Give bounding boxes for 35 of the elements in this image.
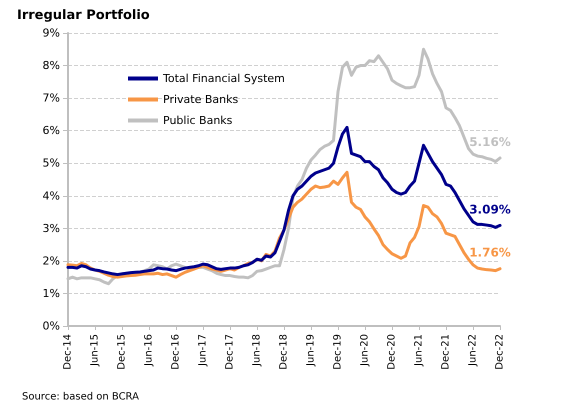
x-tick-label: Jun-16 xyxy=(144,334,154,367)
x-tick-label: Dec-14 xyxy=(62,334,74,370)
annotation: 1.76% xyxy=(469,246,511,260)
x-tick-label: Dec-15 xyxy=(116,334,128,370)
source-note: Source: based on BCRA xyxy=(22,392,140,402)
chart-title: Irregular Portfolio xyxy=(17,8,150,23)
legend-label: Total Financial System xyxy=(162,72,285,85)
x-tick-label: Dec-18 xyxy=(278,334,290,370)
y-tick-label: 0% xyxy=(42,320,60,332)
annotation: 3.09% xyxy=(469,202,511,216)
x-tick-label: Jun-21 xyxy=(414,334,424,367)
x-tick-label: Dec-19 xyxy=(332,334,344,370)
x-tick-label: Jun-19 xyxy=(306,334,316,367)
annotation: 5.16% xyxy=(469,135,511,150)
x-tick-label: Jun-18 xyxy=(252,334,262,367)
legend-label: Public Banks xyxy=(163,114,233,127)
x-tick-label: Jun-20 xyxy=(360,334,370,367)
y-tick-label: 4% xyxy=(42,189,60,202)
legend-label: Private Banks xyxy=(163,93,238,106)
x-tick-label: Dec-16 xyxy=(170,334,182,370)
x-tick-label: Jun-22 xyxy=(468,334,478,367)
x-tick-label: Dec-21 xyxy=(440,334,452,370)
x-tick-label: Jun-17 xyxy=(198,334,208,367)
y-tick-label: 2% xyxy=(42,254,60,268)
x-tick-label: Dec-17 xyxy=(224,334,236,370)
y-tick-label: 6% xyxy=(42,124,60,138)
y-tick-label: 3% xyxy=(42,222,60,235)
y-tick-label: 1% xyxy=(42,286,60,300)
y-tick-label: 8% xyxy=(42,59,60,72)
x-tick-label: Dec-22 xyxy=(494,334,506,370)
y-tick-label: 9% xyxy=(42,26,60,40)
y-tick-label: 5% xyxy=(42,156,60,170)
x-tick-label: Jun-15 xyxy=(90,334,100,367)
x-tick-label: Dec-20 xyxy=(386,334,398,370)
y-tick-label: 7% xyxy=(42,92,60,105)
